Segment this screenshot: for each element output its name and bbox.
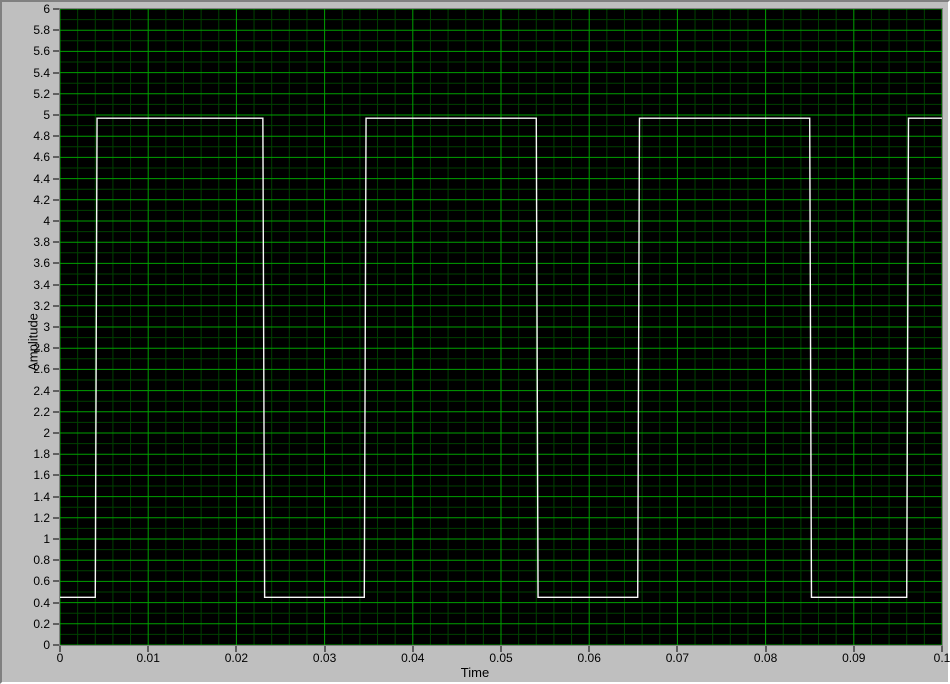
ytick-label: 3.8 — [33, 235, 50, 249]
ytick-label: 1.2 — [33, 511, 50, 525]
ytick-label: 2.4 — [33, 384, 50, 398]
ytick-label: 4 — [43, 214, 50, 228]
plot-area[interactable]: 00.20.40.60.811.21.41.61.822.22.42.62.83… — [59, 8, 943, 646]
xtick-label: 0.03 — [313, 651, 336, 665]
xtick-label: 0.09 — [842, 651, 865, 665]
ytick-mark — [53, 221, 59, 222]
ytick-mark — [53, 284, 59, 285]
ytick-label: 3.6 — [33, 256, 50, 270]
ytick-label: 5.4 — [33, 66, 50, 80]
ytick-mark — [53, 390, 59, 391]
ytick-mark — [53, 136, 59, 137]
ytick-mark — [53, 199, 59, 200]
ytick-label: 3.4 — [33, 278, 50, 292]
ytick-label: 5.6 — [33, 44, 50, 58]
ytick-mark — [53, 602, 59, 603]
xtick-label: 0.04 — [401, 651, 424, 665]
ytick-mark — [53, 454, 59, 455]
ytick-mark — [53, 475, 59, 476]
ytick-mark — [53, 93, 59, 94]
ytick-label: 1 — [43, 532, 50, 546]
ytick-mark — [53, 369, 59, 370]
xtick-label: 0.02 — [225, 651, 248, 665]
ytick-mark — [53, 411, 59, 412]
xtick-label: 0.05 — [489, 651, 512, 665]
ytick-mark — [53, 51, 59, 52]
ytick-mark — [53, 645, 59, 646]
ytick-mark — [53, 623, 59, 624]
ytick-label: 2.6 — [33, 362, 50, 376]
ytick-label: 4.8 — [33, 129, 50, 143]
ytick-label: 2.2 — [33, 405, 50, 419]
ytick-mark — [53, 433, 59, 434]
xtick-label: 0 — [57, 651, 64, 665]
xtick-label: 0.08 — [754, 651, 777, 665]
ytick-mark — [53, 157, 59, 158]
ytick-label: 5 — [43, 108, 50, 122]
ytick-mark — [53, 72, 59, 73]
ytick-label: 2.8 — [33, 341, 50, 355]
ytick-label: 3 — [43, 320, 50, 334]
ytick-mark — [53, 560, 59, 561]
ytick-mark — [53, 517, 59, 518]
ytick-mark — [53, 115, 59, 116]
ytick-mark — [53, 263, 59, 264]
ytick-mark — [53, 539, 59, 540]
ytick-label: 2 — [43, 426, 50, 440]
ytick-mark — [53, 9, 59, 10]
xtick-label: 0.1 — [934, 651, 950, 665]
ytick-label: 0.2 — [33, 617, 50, 631]
ytick-label: 0 — [43, 638, 50, 652]
ytick-label: 6 — [43, 2, 50, 16]
ytick-label: 0.6 — [33, 574, 50, 588]
ytick-mark — [53, 178, 59, 179]
ytick-mark — [53, 348, 59, 349]
ytick-mark — [53, 496, 59, 497]
ytick-mark — [53, 327, 59, 328]
ytick-label: 5.8 — [33, 23, 50, 37]
xtick-label: 0.01 — [137, 651, 160, 665]
ytick-mark — [53, 305, 59, 306]
xtick-label: 0.06 — [578, 651, 601, 665]
ytick-label: 4.2 — [33, 193, 50, 207]
ytick-label: 0.4 — [33, 596, 50, 610]
ytick-label: 0.8 — [33, 553, 50, 567]
ytick-label: 5.2 — [33, 87, 50, 101]
xtick-label: 0.07 — [666, 651, 689, 665]
ytick-label: 1.4 — [33, 490, 50, 504]
ytick-mark — [53, 242, 59, 243]
ytick-mark — [53, 30, 59, 31]
ytick-label: 3.2 — [33, 299, 50, 313]
ytick-label: 4.6 — [33, 150, 50, 164]
ytick-label: 1.8 — [33, 447, 50, 461]
ytick-mark — [53, 581, 59, 582]
ytick-label: 4.4 — [33, 172, 50, 186]
x-axis-label: Time — [461, 665, 489, 680]
chart-frame: Amplitude Time 00.20.40.60.811.21.41.61.… — [0, 0, 950, 684]
ytick-label: 1.6 — [33, 468, 50, 482]
